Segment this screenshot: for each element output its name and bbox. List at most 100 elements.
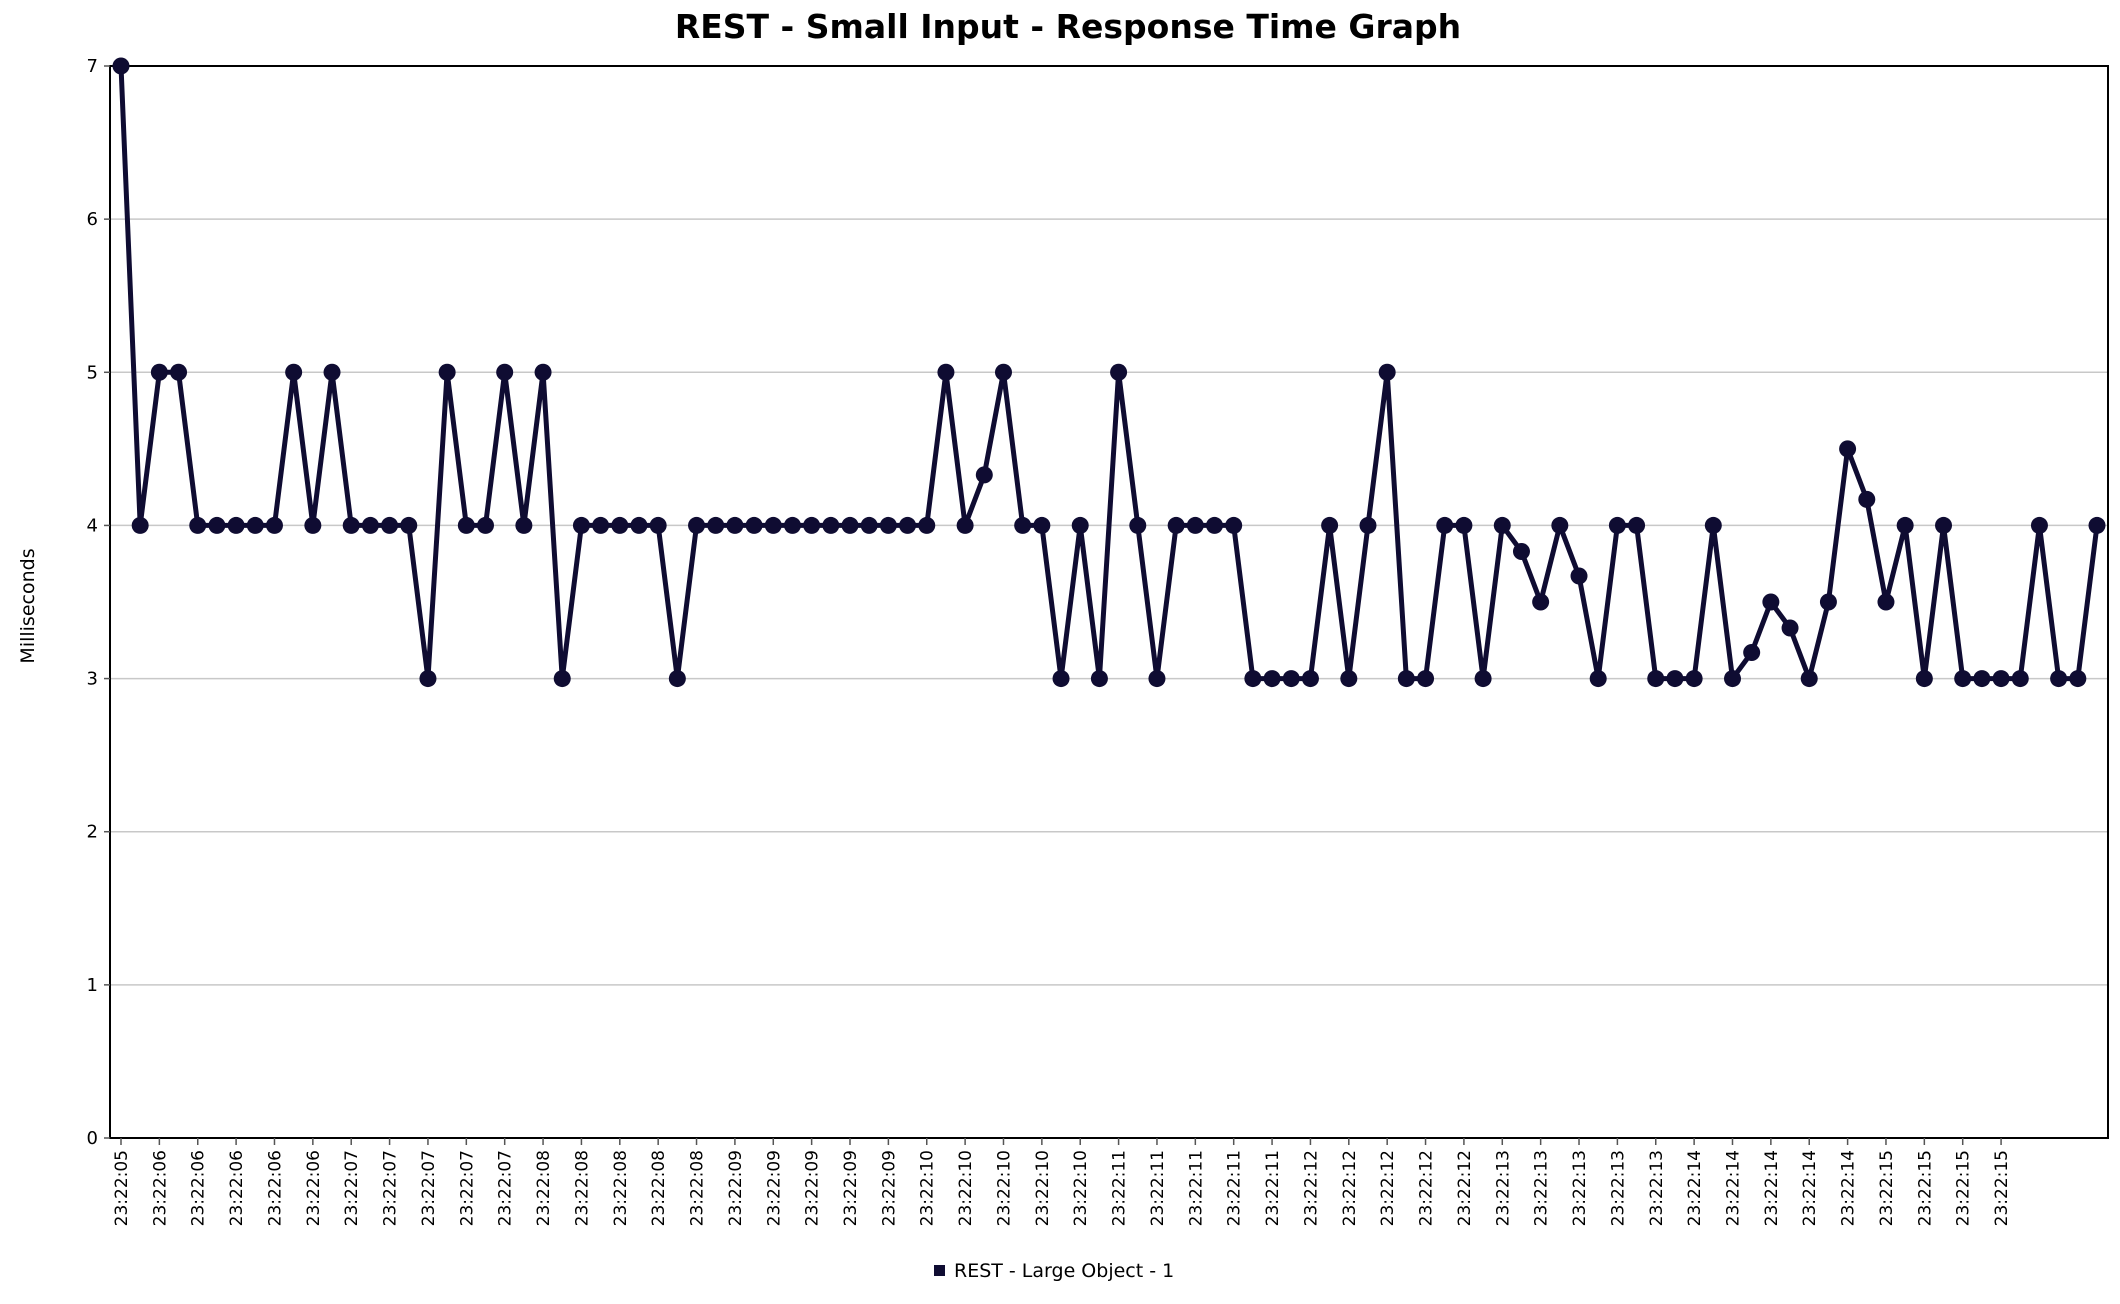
data-point bbox=[323, 363, 341, 381]
x-tick-label: 23:22:15 bbox=[1992, 1150, 2012, 1226]
data-point bbox=[1148, 670, 1166, 688]
x-tick-label: 23:22:13 bbox=[1493, 1150, 1513, 1226]
data-point bbox=[841, 516, 859, 534]
data-point bbox=[1858, 490, 1876, 508]
data-point bbox=[592, 516, 610, 534]
data-point bbox=[707, 516, 725, 534]
x-tick-label: 23:22:14 bbox=[1839, 1150, 1859, 1226]
data-point bbox=[131, 516, 149, 534]
legend-swatch bbox=[934, 1265, 945, 1276]
data-point bbox=[572, 516, 590, 534]
y-tick-label: 1 bbox=[87, 975, 98, 996]
grid-lines bbox=[110, 218, 2108, 986]
data-point bbox=[994, 363, 1012, 381]
data-point bbox=[1743, 644, 1761, 662]
data-point bbox=[1781, 619, 1799, 637]
data-point bbox=[1647, 670, 1665, 688]
x-tick-label: 23:22:15 bbox=[1877, 1150, 1897, 1226]
x-tick-label: 23:22:07 bbox=[457, 1150, 477, 1226]
data-point bbox=[2088, 516, 2106, 534]
y-tick-label: 2 bbox=[87, 822, 98, 843]
data-point bbox=[1129, 516, 1147, 534]
y-tick-label: 7 bbox=[87, 56, 98, 77]
x-tick-label: 23:22:12 bbox=[1340, 1150, 1360, 1226]
x-tick-label: 23:22:06 bbox=[189, 1150, 209, 1226]
data-point bbox=[956, 516, 974, 534]
data-point bbox=[1685, 670, 1703, 688]
data-point bbox=[1225, 516, 1243, 534]
x-tick-label: 23:22:09 bbox=[879, 1150, 899, 1226]
data-point bbox=[1167, 516, 1185, 534]
data-point bbox=[304, 516, 322, 534]
x-tick-label: 23:22:08 bbox=[611, 1150, 631, 1226]
x-tick-label: 23:22:13 bbox=[1570, 1150, 1590, 1226]
data-point bbox=[438, 363, 456, 381]
data-point bbox=[189, 516, 207, 534]
data-point bbox=[783, 516, 801, 534]
x-tick-label: 23:22:10 bbox=[1033, 1150, 1053, 1226]
data-point bbox=[534, 363, 552, 381]
data-point bbox=[1359, 516, 1377, 534]
y-tick-label: 5 bbox=[87, 362, 98, 383]
data-point bbox=[1455, 516, 1473, 534]
x-tick-label: 23:22:06 bbox=[304, 1150, 324, 1226]
data-point bbox=[1819, 593, 1837, 611]
data-point bbox=[496, 363, 514, 381]
data-point bbox=[1896, 516, 1914, 534]
x-tick-label: 23:22:14 bbox=[1762, 1150, 1782, 1226]
legend-label: REST - Large Object - 1 bbox=[954, 1260, 1174, 1282]
x-tick-label: 23:22:07 bbox=[381, 1150, 401, 1226]
x-tick-label: 23:22:10 bbox=[918, 1150, 938, 1226]
y-axis-label: Milliseconds bbox=[17, 548, 39, 663]
data-point bbox=[1417, 670, 1435, 688]
data-point bbox=[1915, 670, 1933, 688]
data-point bbox=[1090, 670, 1108, 688]
data-point bbox=[745, 516, 763, 534]
data-point bbox=[1110, 363, 1128, 381]
data-point bbox=[1436, 516, 1454, 534]
data-point bbox=[361, 516, 379, 534]
data-point bbox=[726, 516, 744, 534]
x-tick-label: 23:22:08 bbox=[649, 1150, 669, 1226]
x-tick-label: 23:22:15 bbox=[1954, 1150, 1974, 1226]
x-tick-label: 23:22:12 bbox=[1301, 1150, 1321, 1226]
x-tick-label: 23:22:15 bbox=[1915, 1150, 1935, 1226]
data-point bbox=[1839, 440, 1857, 458]
y-tick-label: 0 bbox=[87, 1128, 98, 1149]
x-tick-label: 23:22:11 bbox=[1186, 1150, 1206, 1226]
data-point bbox=[1052, 670, 1070, 688]
data-point bbox=[419, 670, 437, 688]
x-tick-label: 23:22:14 bbox=[1800, 1150, 1820, 1226]
x-tick-label: 23:22:08 bbox=[534, 1150, 554, 1226]
chart-title: REST - Small Input - Response Time Graph bbox=[675, 7, 1461, 46]
data-point bbox=[2069, 670, 2087, 688]
data-point bbox=[553, 670, 571, 688]
data-point bbox=[1551, 516, 1569, 534]
data-point bbox=[1321, 516, 1339, 534]
data-point bbox=[227, 516, 245, 534]
data-point bbox=[937, 363, 955, 381]
data-point bbox=[1954, 670, 1972, 688]
y-tick-label: 3 bbox=[87, 669, 98, 690]
x-tick-label: 23:22:10 bbox=[1071, 1150, 1091, 1226]
x-tick-label: 23:22:08 bbox=[688, 1150, 708, 1226]
data-point bbox=[1532, 593, 1550, 611]
data-point bbox=[2050, 670, 2068, 688]
x-tick-label: 23:22:13 bbox=[1532, 1150, 1552, 1226]
x-tick-label: 23:22:07 bbox=[419, 1150, 439, 1226]
x-tick-label: 23:22:06 bbox=[265, 1150, 285, 1226]
data-point bbox=[1589, 670, 1607, 688]
y-tick-label: 6 bbox=[87, 209, 98, 230]
data-point bbox=[1762, 593, 1780, 611]
x-tick-label: 23:22:06 bbox=[227, 1150, 247, 1226]
data-point bbox=[1704, 516, 1722, 534]
plot-area bbox=[109, 65, 2109, 1139]
series-rest-large-object-1 bbox=[112, 57, 2106, 688]
data-point bbox=[1800, 670, 1818, 688]
data-point bbox=[400, 516, 418, 534]
data-point bbox=[803, 516, 821, 534]
data-point bbox=[1071, 516, 1089, 534]
data-point bbox=[150, 363, 168, 381]
x-tick-label: 23:22:10 bbox=[994, 1150, 1014, 1226]
